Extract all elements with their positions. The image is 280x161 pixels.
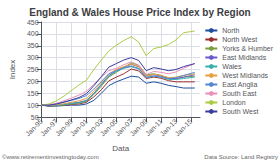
- svg-text:350: 350: [27, 42, 39, 49]
- svg-text:Yorks & Humber: Yorks & Humber: [222, 45, 273, 52]
- svg-text:200: 200: [27, 78, 39, 85]
- svg-text:Jan-99: Jan-99: [53, 117, 74, 138]
- svg-text:150: 150: [27, 90, 39, 97]
- svg-text:South West: South West: [222, 108, 258, 115]
- svg-text:England & Wales House Price In: England & Wales House Price Index by Reg…: [29, 7, 250, 18]
- svg-text:Jan-03: Jan-03: [83, 117, 104, 138]
- svg-text:250: 250: [27, 66, 39, 73]
- svg-text:East Midlands: East Midlands: [222, 54, 266, 61]
- svg-text:100: 100: [27, 102, 39, 109]
- svg-text:Jan-15: Jan-15: [173, 117, 193, 137]
- svg-text:©www.retirementinvestingtoday.: ©www.retirementinvestingtoday.com: [2, 154, 99, 160]
- svg-text:Wales: Wales: [222, 63, 242, 70]
- svg-text:Jan-01: Jan-01: [68, 117, 89, 138]
- svg-text:West Midlands: West Midlands: [222, 72, 268, 79]
- svg-text:Data: Data: [112, 144, 129, 153]
- svg-text:450: 450: [27, 19, 39, 26]
- svg-text:Jan-95: Jan-95: [24, 117, 45, 138]
- svg-text:Index: Index: [8, 60, 17, 80]
- svg-text:North: North: [222, 27, 239, 34]
- svg-text:North West: North West: [222, 36, 257, 43]
- svg-text:South East: South East: [222, 90, 256, 97]
- svg-text:300: 300: [27, 54, 39, 61]
- svg-text:Data Source: Land Registry: Data Source: Land Registry: [204, 154, 278, 160]
- svg-text:East Anglia: East Anglia: [222, 81, 257, 89]
- svg-text:Jan-09: Jan-09: [128, 117, 149, 138]
- svg-text:400: 400: [27, 30, 39, 37]
- svg-text:Jan-97: Jan-97: [38, 117, 59, 138]
- svg-text:Jan-07: Jan-07: [113, 117, 134, 138]
- svg-text:Jan-05: Jan-05: [98, 117, 119, 138]
- svg-text:50: 50: [30, 113, 39, 121]
- svg-text:Jan-13: Jan-13: [158, 117, 179, 138]
- svg-text:London: London: [222, 99, 245, 106]
- svg-text:Jan-11: Jan-11: [143, 117, 164, 138]
